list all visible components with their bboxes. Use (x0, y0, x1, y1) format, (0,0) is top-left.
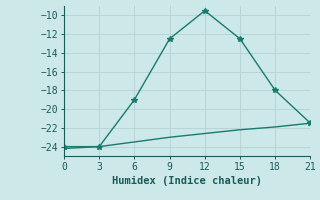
X-axis label: Humidex (Indice chaleur): Humidex (Indice chaleur) (112, 176, 262, 186)
